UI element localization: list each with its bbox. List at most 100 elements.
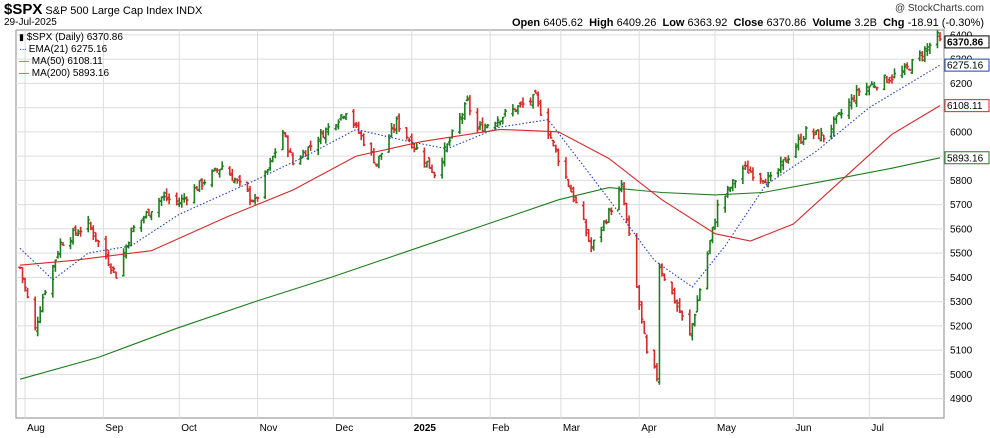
last-value-box [944,99,990,113]
price-bar [440,157,444,179]
price-bar [291,152,295,166]
price-bar [127,241,131,249]
price-bar [478,121,482,131]
x-tick-label: Nov [260,423,278,434]
price-bar [86,215,90,233]
plot-area [15,29,945,419]
price-bar [309,140,313,151]
price-bar [23,277,27,292]
price-bar [175,192,179,206]
price-bar [680,310,684,321]
price-bar [637,284,641,310]
price-bar [422,147,426,168]
price-bar [554,144,558,153]
price-bar [271,155,275,163]
last-value-labels: 6370.86 6275.16 6108.11 5893.16 [944,35,990,165]
price-bar [341,115,346,120]
price-bar [410,133,414,149]
watermark: @ StockCharts.com [894,3,984,14]
price-bar [147,208,151,217]
last-value-label: 5893.16 [947,153,984,164]
last-value-label: 6370.86 [947,37,984,48]
price-bar [574,196,578,204]
price-bar [162,191,166,201]
price-bar [164,188,169,202]
price-bar [245,181,250,192]
price-bar [804,126,808,140]
price-bar [534,89,538,95]
price-bar [324,127,328,144]
legend-ma50: — MA(50) 6108.11 [19,56,123,68]
y-tick-label: 5000 [950,370,973,381]
price-bar [41,293,45,313]
security-name: S&P 500 Large Cap Index [45,5,174,17]
x-tick-label: Sep [105,423,123,434]
price-bar [202,179,207,186]
price-bar [935,30,940,49]
price-bar [784,156,788,163]
price-bar [185,196,189,206]
price-bar [769,171,773,182]
price-bar [925,43,929,56]
x-tick-label: Jun [795,423,811,434]
price-bar [122,248,126,277]
high-label: High [589,17,614,29]
open-label: Open [512,17,541,29]
price-bar [910,58,914,74]
price-bar [592,239,596,251]
price-bar [817,129,821,140]
legend-ema21-swatch: ··· [19,44,27,55]
price-bar [448,137,452,147]
x-tick-label: May [717,423,736,434]
price-bar [425,160,429,168]
price-bar [812,128,816,140]
price-bar [283,132,287,138]
last-value-box [944,35,990,49]
price-bars [18,30,942,385]
price-bar [781,158,785,171]
price-bar [705,251,710,290]
price-bar [220,161,224,170]
price-bar [465,95,469,102]
price-bar [111,266,116,274]
price-bar [536,91,540,107]
price-bar [539,99,543,116]
price-bar [710,226,715,244]
price-bar [865,82,869,96]
price-bar [923,46,927,63]
last-value-label: 6275.16 [947,61,984,72]
price-bar [58,238,63,258]
price-bar [849,94,854,110]
price-bar [698,288,702,301]
quote-line: Open 6405.62 High 6409.26 Low 6363.92 Cl… [512,17,984,29]
legend-price-label: $SPX (Daily) 6370.86 [26,32,123,43]
price-bar [723,195,727,213]
price-bar [71,227,75,245]
price-bar [286,135,290,158]
price-bar [819,127,823,142]
price-bar [501,116,505,125]
price-bar [619,179,624,193]
price-bar [33,296,37,331]
y-tick-label: 6200 [950,79,973,90]
price-bar [556,148,560,167]
price-bar [266,168,270,174]
price-bar [903,63,907,76]
price-bar [822,134,826,143]
price-bar [837,112,841,116]
price-bar [551,139,555,147]
legend-price-swatch: ▮ [19,32,24,42]
price-bar [766,171,770,188]
price-bar [213,167,217,172]
price-bar [660,263,664,277]
price-bar [374,163,378,167]
price-bar [875,86,879,91]
price-bar [394,116,399,135]
price-bar [834,114,838,124]
price-bar [362,133,366,147]
price-bar [432,171,437,179]
price-bar [238,175,242,187]
price-bar [589,237,593,253]
price-bar [731,179,735,192]
